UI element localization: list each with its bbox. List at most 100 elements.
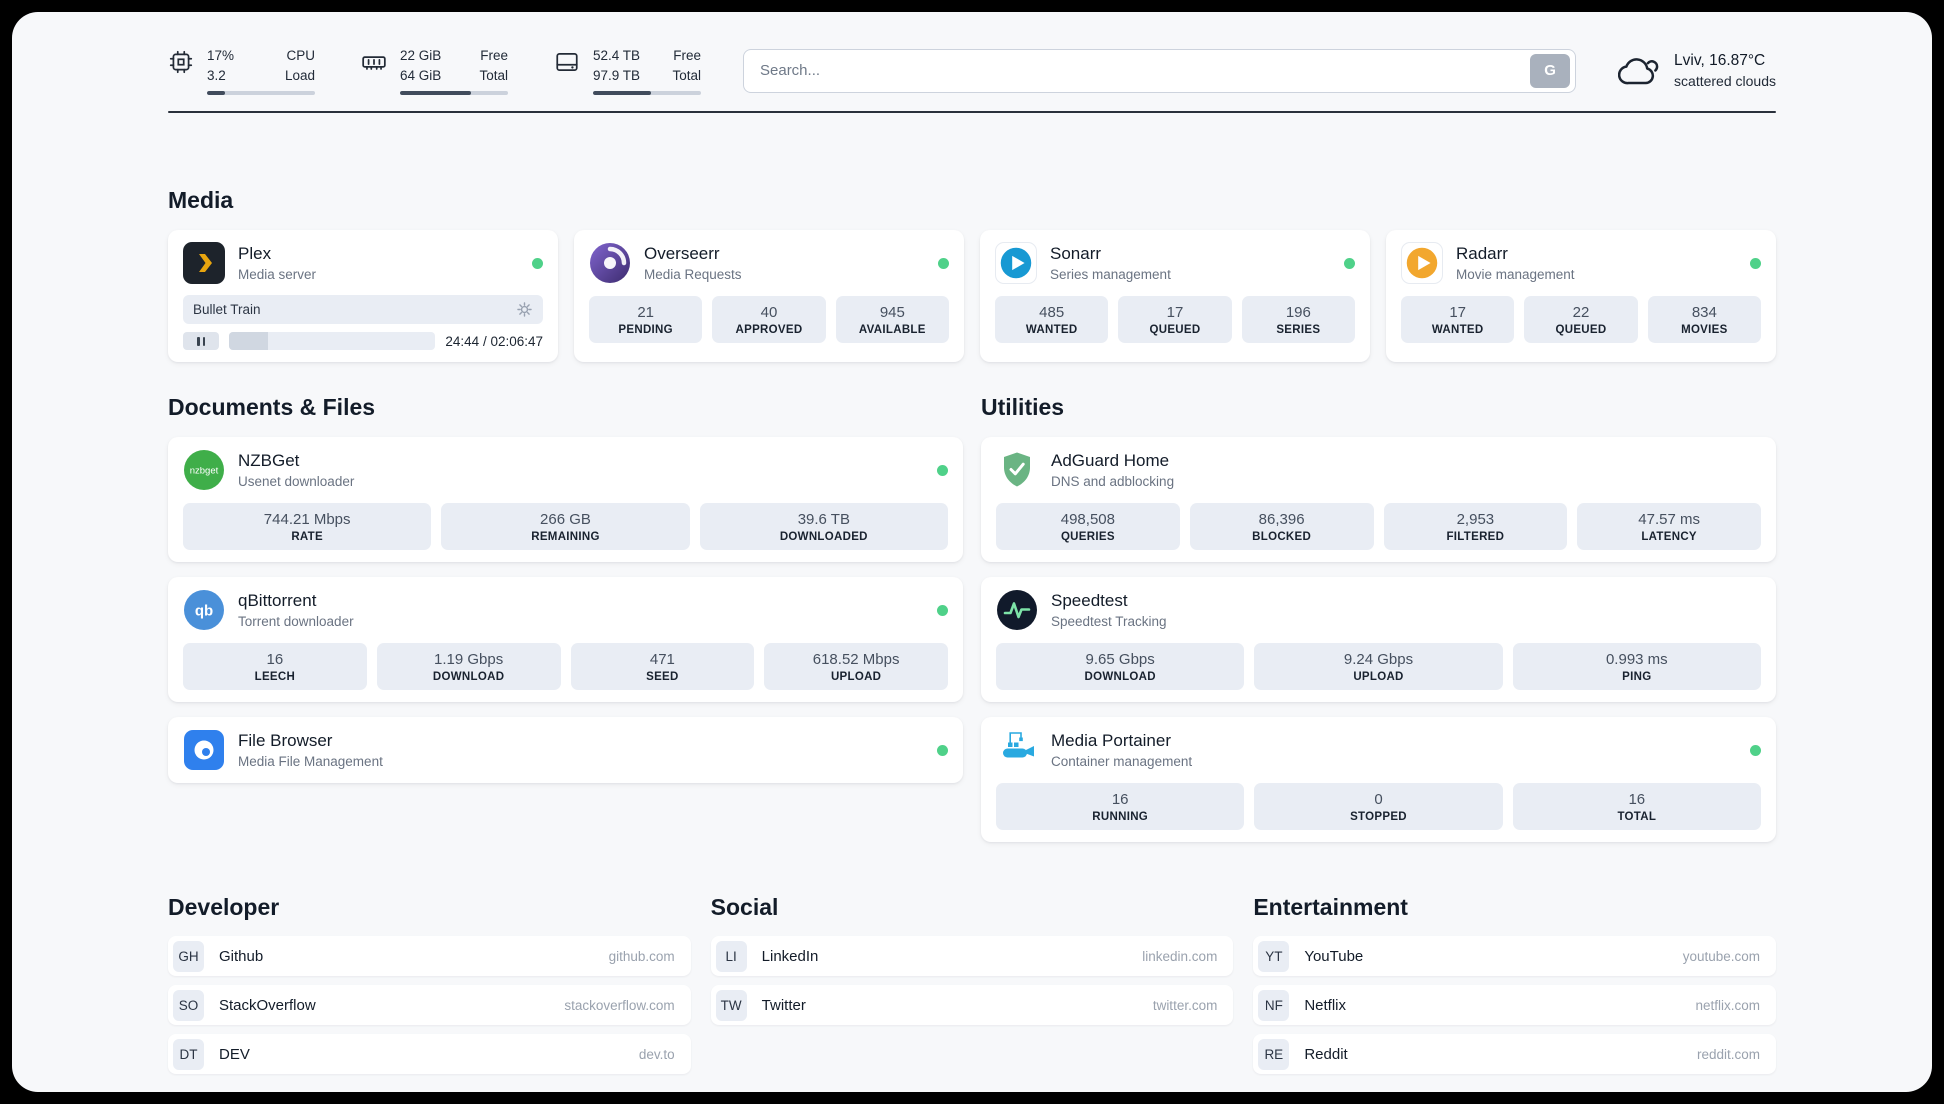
app-subtitle: Series management bbox=[1050, 267, 1171, 283]
stat-value: 9.65 Gbps bbox=[1085, 651, 1155, 669]
weather-condition: scattered clouds bbox=[1674, 73, 1776, 90]
cpu-icon bbox=[169, 50, 193, 74]
stat-box: 1.19 Gbps DOWNLOAD bbox=[376, 643, 561, 691]
stat-box: 744.21 Mbps RATE bbox=[183, 503, 432, 551]
bookmark-stackoverflow[interactable]: SO StackOverflow stackoverflow.com bbox=[168, 985, 691, 1026]
bookmark-github[interactable]: GH Github github.com bbox=[168, 936, 691, 977]
bookmark-abbr: YT bbox=[1258, 940, 1290, 972]
app-card-overseerr[interactable]: Overseerr Media Requests 21 PENDING 40 A… bbox=[574, 230, 964, 363]
utilities-section: Utilities AdGuard Home DNS and adblockin… bbox=[981, 394, 1776, 843]
disk-icon bbox=[556, 53, 578, 71]
stat-value: 17 bbox=[1449, 304, 1466, 322]
app-card-portainer[interactable]: Media Portainer Container management 16 … bbox=[981, 717, 1776, 843]
stat-label: QUEUED bbox=[1555, 324, 1607, 337]
app-card-plex[interactable]: Plex Media server Bullet Train bbox=[168, 230, 558, 363]
bookmark-name: DEV bbox=[219, 1045, 250, 1063]
ram-row-2: 64 GiB Total bbox=[400, 66, 508, 86]
stat-value: 40 bbox=[760, 304, 778, 322]
bookmark-reddit[interactable]: RE Reddit reddit.com bbox=[1253, 1034, 1776, 1075]
adguard-icon bbox=[1004, 452, 1030, 487]
bookmark-youtube[interactable]: YT YouTube youtube.com bbox=[1253, 936, 1776, 977]
section-title-utilities: Utilities bbox=[981, 394, 1065, 421]
bookmark-dev[interactable]: DT DEV dev.to bbox=[168, 1034, 691, 1075]
ram-total: 64 GiB bbox=[400, 67, 442, 83]
stat-label: PENDING bbox=[618, 324, 673, 337]
cpu-row-1: 17% CPU bbox=[207, 46, 315, 66]
section-title-developer: Developer bbox=[168, 894, 280, 921]
pause-button[interactable] bbox=[183, 332, 219, 351]
nzbget-icon: nzbget bbox=[184, 450, 224, 491]
section-title-social: Social bbox=[710, 894, 779, 921]
stat-label: SEED bbox=[646, 671, 679, 684]
top-bar: 17% CPU 3.2 Load bbox=[168, 12, 1776, 96]
bookmark-name: Github bbox=[219, 947, 264, 965]
app-card-qbittorrent[interactable]: qb qBittorrent Torrent downloader 16 bbox=[168, 577, 963, 703]
app-subtitle: Usenet downloader bbox=[238, 474, 355, 490]
app-card-sonarr[interactable]: Sonarr Series management 485 WANTED 17 Q… bbox=[980, 230, 1370, 363]
stat-label: QUERIES bbox=[1060, 531, 1115, 544]
stat-label: SERIES bbox=[1276, 324, 1321, 337]
stat-box: 0.993 ms PING bbox=[1512, 643, 1761, 691]
stat-box: 485 WANTED bbox=[995, 296, 1109, 344]
ram-free: 22 GiB bbox=[400, 48, 442, 63]
playback-progress[interactable] bbox=[229, 332, 436, 351]
bookmark-abbr: SO bbox=[173, 989, 204, 1021]
ram-metric: 22 GiB Free 64 GiB Total bbox=[361, 46, 508, 96]
bookmark-url: github.com bbox=[608, 948, 675, 964]
cpu-progress-bar bbox=[207, 91, 315, 96]
stat-label: DOWNLOAD bbox=[432, 671, 505, 684]
plex-icon bbox=[183, 242, 225, 285]
stat-label: UPLOAD bbox=[830, 671, 882, 684]
app-card-filebrowser[interactable]: File Browser Media File Management bbox=[168, 717, 963, 784]
settings-gear-icon[interactable] bbox=[516, 301, 533, 318]
app-subtitle: Media server bbox=[238, 267, 317, 283]
app-card-speedtest[interactable]: Speedtest Speedtest Tracking 9.65 Gbps D… bbox=[981, 577, 1776, 703]
status-dot bbox=[937, 744, 948, 756]
stat-label: BLOCKED bbox=[1252, 531, 1312, 544]
app-card-radarr[interactable]: Radarr Movie management 17 WANTED 22 QUE… bbox=[1386, 230, 1776, 363]
app-card-adguard[interactable]: AdGuard Home DNS and adblocking 498,508 … bbox=[981, 437, 1776, 563]
status-dot bbox=[937, 604, 948, 616]
stat-label: STOPPED bbox=[1350, 811, 1407, 824]
stat-label: AVAILABLE bbox=[858, 324, 926, 337]
filebrowser-icon bbox=[184, 730, 224, 771]
stat-value: 86,396 bbox=[1258, 511, 1305, 529]
bookmark-abbr: GH bbox=[173, 940, 204, 972]
search-input[interactable] bbox=[760, 62, 1531, 80]
stat-value: 47.57 ms bbox=[1638, 511, 1700, 529]
developer-section: Developer GH Github github.com SO StackO… bbox=[168, 894, 691, 1075]
weather-location: Lviv, 16.87°C bbox=[1674, 52, 1766, 70]
bookmark-abbr: NF bbox=[1258, 989, 1290, 1021]
stat-box: 9.24 Gbps UPLOAD bbox=[1254, 643, 1503, 691]
bookmark-url: twitter.com bbox=[1152, 997, 1218, 1013]
app-subtitle: Container management bbox=[1051, 754, 1193, 770]
stat-label: LEECH bbox=[254, 671, 296, 684]
bookmark-twitter[interactable]: TW Twitter twitter.com bbox=[710, 985, 1234, 1026]
qbittorrent-icon: qb bbox=[184, 590, 224, 631]
stat-label: UPLOAD bbox=[1353, 671, 1404, 684]
search-bar: G bbox=[743, 48, 1577, 93]
bookmark-netflix[interactable]: NF Netflix netflix.com bbox=[1253, 985, 1776, 1026]
cpu-metric: 17% CPU 3.2 Load bbox=[168, 46, 315, 96]
search-engine-button[interactable]: G bbox=[1530, 53, 1571, 88]
bookmark-url: stackoverflow.com bbox=[564, 997, 675, 1013]
radarr-icon bbox=[1401, 242, 1443, 285]
now-playing-bar: Bullet Train bbox=[183, 295, 543, 325]
stat-value: 16 bbox=[1628, 791, 1646, 809]
stat-box: 86,396 BLOCKED bbox=[1189, 503, 1374, 551]
stat-box: 39.6 TB DOWNLOADED bbox=[699, 503, 948, 551]
stat-box: 22 QUEUED bbox=[1524, 296, 1638, 344]
cpu-load-label: Load bbox=[284, 67, 315, 83]
cloud-icon bbox=[1618, 57, 1659, 84]
stat-label: LATENCY bbox=[1641, 531, 1697, 544]
app-card-nzbget[interactable]: nzbget NZBGet Usenet downloader 744.21 M… bbox=[168, 437, 963, 563]
stat-label: WANTED bbox=[1431, 324, 1484, 337]
bookmark-linkedin[interactable]: LI LinkedIn linkedin.com bbox=[710, 936, 1234, 977]
status-dot bbox=[938, 257, 949, 269]
bookmark-url: youtube.com bbox=[1682, 948, 1760, 964]
stat-label: RUNNING bbox=[1092, 811, 1149, 824]
stat-box: 266 GB REMAINING bbox=[441, 503, 690, 551]
stat-value: 498,508 bbox=[1060, 511, 1115, 529]
stat-label: FILTERED bbox=[1446, 531, 1505, 544]
stat-value: 16 bbox=[266, 651, 284, 669]
